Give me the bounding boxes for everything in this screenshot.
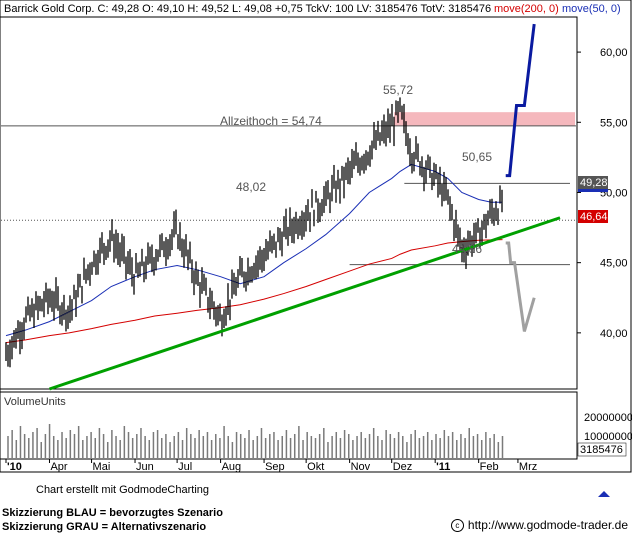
last-price-badge bbox=[578, 176, 608, 189]
x-tick-label: Jul bbox=[178, 461, 192, 473]
chart-frame bbox=[0, 0, 632, 473]
resistance-zone bbox=[394, 112, 575, 126]
ma200-badge bbox=[578, 210, 608, 223]
volume-tick-20m: 20000000 bbox=[584, 412, 632, 424]
y-tick-label: 55,00 bbox=[600, 117, 628, 129]
copyright-icon: c bbox=[450, 519, 464, 533]
x-tick-label: '10 bbox=[7, 461, 22, 473]
annotation-4486: 44,86 bbox=[452, 242, 482, 256]
x-tick-label: Nov bbox=[351, 461, 371, 473]
scenario-blue bbox=[505, 23, 536, 178]
volume-tick-10m: 10000000 bbox=[584, 431, 632, 443]
ma50-marker bbox=[578, 189, 608, 192]
volume-plot: VolumeUnits 20000000 10000000 3185476 bbox=[0, 391, 632, 460]
x-tick-label: Aug bbox=[222, 461, 242, 473]
x-tick-label: Dez bbox=[393, 461, 413, 473]
chart-header: Barrick Gold Corp. C: 49,28 O: 49,10 H: … bbox=[4, 3, 491, 15]
arrow-icon bbox=[598, 491, 610, 497]
annotation-5065: 50,65 bbox=[462, 150, 492, 164]
y-tick-label: 45,00 bbox=[600, 258, 628, 270]
x-tick-label: Okt bbox=[307, 461, 324, 473]
ma200-value: 46,64 bbox=[580, 211, 608, 223]
x-tick-label: Feb bbox=[480, 461, 499, 473]
legend-ma50: move(50, 0) bbox=[562, 3, 621, 15]
trendline bbox=[49, 216, 561, 391]
website-link[interactable]: c http://www.godmode-trader.de bbox=[450, 518, 628, 533]
annotation-4802: 48,02 bbox=[236, 180, 266, 194]
y-tick-label: 60,00 bbox=[600, 47, 628, 59]
x-tick-label: '11 bbox=[436, 461, 450, 473]
x-tick-label: Mrz bbox=[519, 461, 537, 473]
scenario-grey bbox=[505, 241, 536, 332]
annotation-high: 55,72 bbox=[383, 83, 413, 97]
last-price-value: 49,28 bbox=[580, 177, 608, 189]
volume-bars bbox=[7, 424, 504, 458]
ma200-line bbox=[5, 239, 503, 344]
x-axis-ticks: '10 Apr Mai Jun Jul Aug Sep Okt Nov Dez '11 Feb Mrz bbox=[5, 459, 537, 473]
note-blue-scenario: Skizzierung BLAU = bevorzugtes Szenario bbox=[2, 507, 223, 519]
volume-label: VolumeUnits bbox=[4, 396, 66, 408]
volume-plot-frame bbox=[0, 391, 578, 460]
volume-last-value: 3185476 bbox=[580, 444, 623, 456]
volume-last-badge bbox=[577, 442, 627, 457]
x-tick-label: Mai bbox=[93, 461, 111, 473]
legend-ma200: move(200, 0) bbox=[494, 3, 559, 15]
price-bars bbox=[5, 97, 503, 368]
annotation-allzeithoch: Allzeithoch = 54,74 bbox=[220, 114, 322, 128]
y-tick-label: 40,00 bbox=[600, 328, 628, 340]
note-grey-scenario: Skizzierung GRAU = Alternativszenario bbox=[2, 521, 207, 533]
x-tick-label: Apr bbox=[50, 461, 67, 473]
x-tick-label: Jun bbox=[136, 461, 154, 473]
price-plot-frame bbox=[0, 16, 578, 390]
x-tick-label: Sep bbox=[265, 461, 285, 473]
chart-credit: Chart erstellt mit GodmodeCharting bbox=[36, 484, 210, 496]
website-text: http://www.godmode-trader.de bbox=[467, 518, 628, 532]
